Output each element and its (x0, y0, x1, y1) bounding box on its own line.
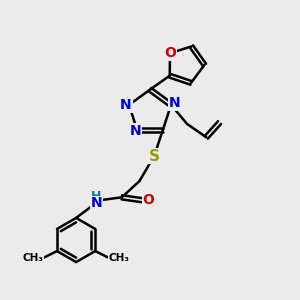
Text: N: N (120, 98, 132, 112)
Text: N: N (169, 96, 180, 110)
Text: CH₃: CH₃ (22, 254, 43, 263)
Text: O: O (142, 193, 154, 207)
Text: N: N (90, 196, 102, 210)
Text: CH₃: CH₃ (109, 254, 130, 263)
Text: N: N (130, 124, 141, 138)
Text: S: S (148, 148, 160, 164)
Text: H: H (91, 190, 101, 203)
Text: O: O (164, 46, 176, 60)
